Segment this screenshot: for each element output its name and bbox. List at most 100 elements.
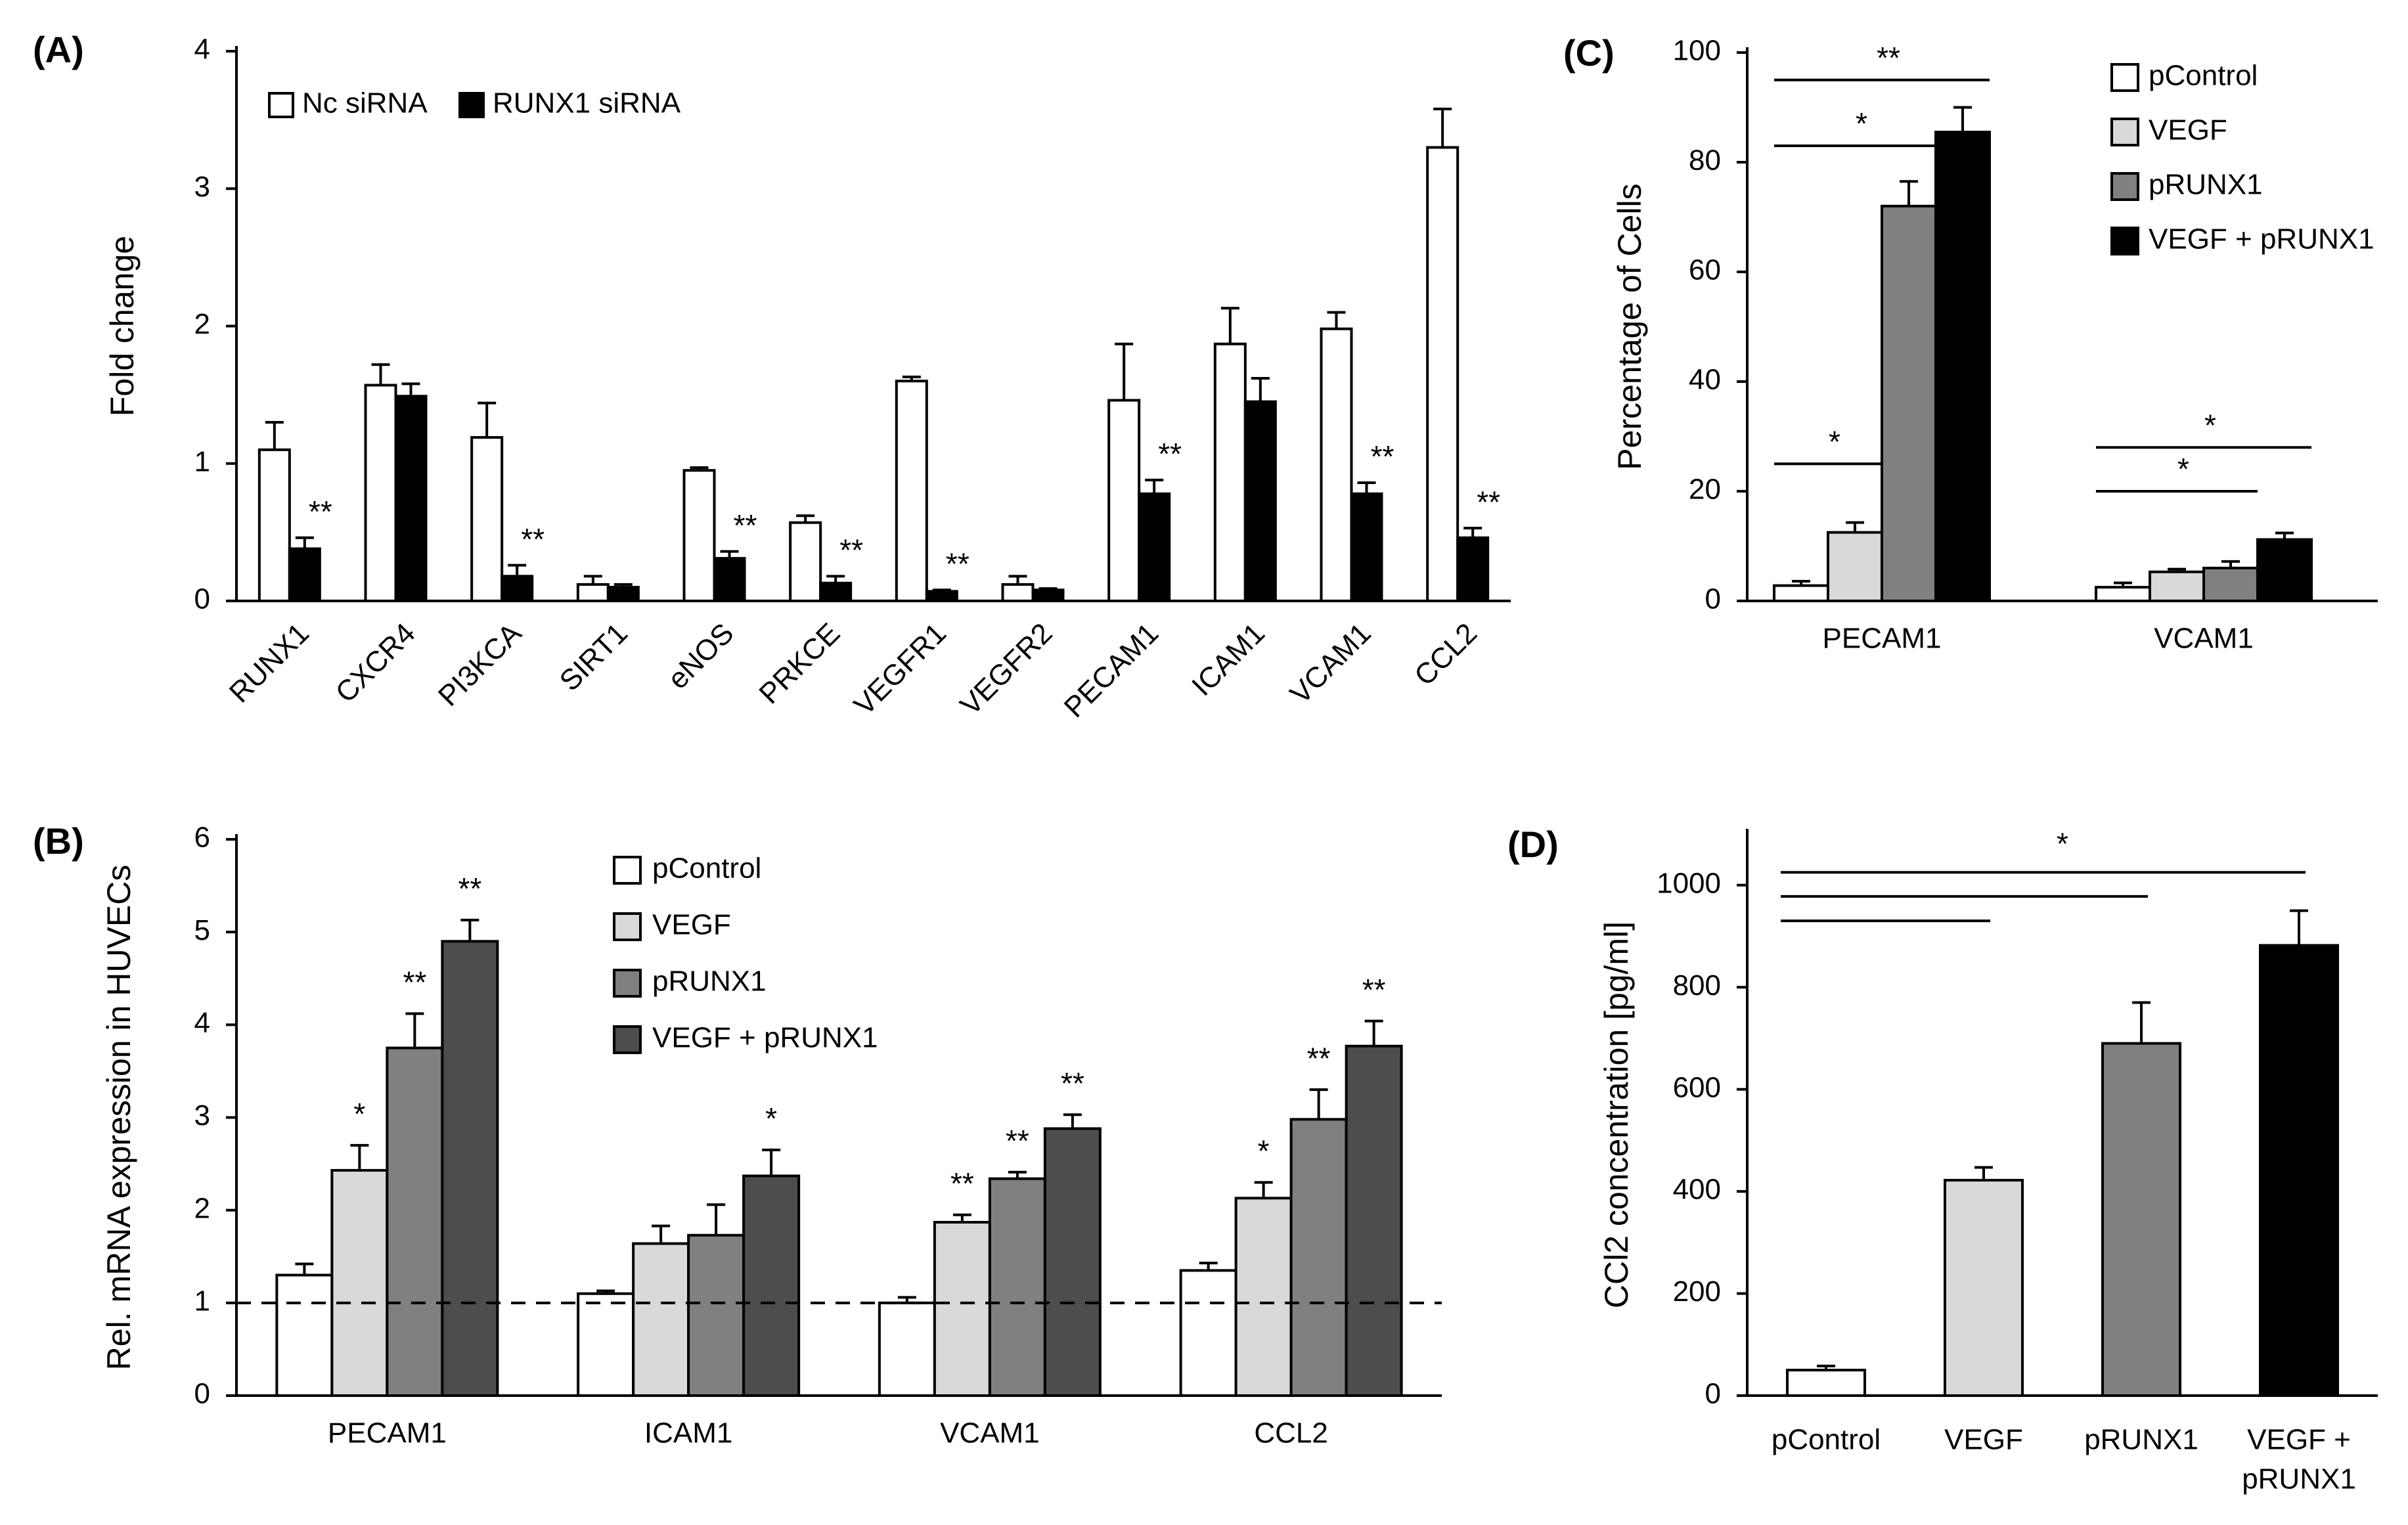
legend-label: VEGF bbox=[2149, 114, 2227, 146]
y-tick-label: 100 bbox=[1673, 35, 1721, 67]
legend-swatch bbox=[613, 912, 642, 941]
bar-runx1-sirna bbox=[1456, 536, 1490, 602]
y-tick-label: 3 bbox=[194, 171, 210, 203]
significance-marker: ** bbox=[1006, 1124, 1029, 1158]
y-tick-label: 3 bbox=[194, 1099, 210, 1132]
bar-series-2 bbox=[1289, 1118, 1348, 1398]
category-label: CXCR4 bbox=[330, 617, 422, 709]
bar-series-3 bbox=[441, 940, 499, 1397]
y-tick-label: 1 bbox=[194, 1285, 210, 1317]
category-label: VEGF + bbox=[2247, 1424, 2351, 1456]
panel-label: (B) bbox=[33, 820, 84, 862]
panel-label: (D) bbox=[1507, 824, 1559, 865]
significance-marker: ** bbox=[521, 522, 545, 556]
bar-nc-sirna bbox=[257, 448, 291, 603]
category-label: PRKCE bbox=[753, 617, 846, 710]
panel-label: (A) bbox=[33, 29, 84, 70]
significance-marker: * bbox=[353, 1097, 365, 1131]
legend-swatch bbox=[613, 969, 642, 998]
category-label: CCL2 bbox=[1408, 617, 1483, 692]
significance-marker: ** bbox=[403, 965, 426, 1000]
bar-nc-sirna bbox=[1320, 327, 1353, 602]
bar-nc-sirna bbox=[576, 583, 610, 603]
bar-runx1-sirna bbox=[394, 395, 428, 603]
significance-marker: ** bbox=[309, 495, 332, 529]
bar-series-3 bbox=[2256, 538, 2313, 602]
significance-marker: ** bbox=[458, 872, 481, 906]
significance-marker: ** bbox=[950, 1166, 974, 1201]
category-label: pRUNX1 bbox=[2242, 1463, 2356, 1495]
bar-nc-sirna bbox=[470, 435, 504, 602]
bar-runx1-sirna bbox=[925, 590, 958, 602]
bar-series-1 bbox=[933, 1221, 991, 1397]
y-tick-label: 400 bbox=[1673, 1174, 1721, 1206]
panel-label: (C) bbox=[1563, 32, 1615, 74]
y-tick-label: 5 bbox=[194, 914, 210, 946]
legend-label: pControl bbox=[2149, 60, 2258, 92]
panel-a: (A) 0 1 2 3 4 Fold change RUNX1 CXCR4 PI3KCA SIRT1… bbox=[33, 29, 1511, 724]
category-label: VEGFR2 bbox=[954, 617, 1059, 721]
y-tick-label: 4 bbox=[194, 1007, 210, 1039]
bar-series-1 bbox=[2149, 570, 2205, 602]
category-label: pControl bbox=[1772, 1424, 1881, 1456]
category-label: PI3KCA bbox=[432, 617, 528, 713]
bar-series-0 bbox=[1179, 1269, 1237, 1398]
bar-series-2 bbox=[687, 1233, 746, 1397]
bar-series-0 bbox=[2095, 586, 2151, 602]
y-tick-label: 20 bbox=[1689, 474, 1721, 506]
y-tick-label: 0 bbox=[194, 583, 210, 615]
bar-series-0 bbox=[577, 1292, 635, 1398]
bar-series-3 bbox=[1043, 1127, 1102, 1397]
bar-runx1-sirna bbox=[1350, 492, 1383, 602]
legend-swatch bbox=[2110, 63, 2139, 92]
bar-series-1 bbox=[1234, 1197, 1293, 1397]
category-label: VEGFR1 bbox=[848, 617, 952, 721]
significance-marker: * bbox=[2057, 826, 2068, 860]
legend-swatch bbox=[613, 1025, 642, 1054]
bar-runx1-sirna bbox=[819, 581, 853, 602]
bar-runx1-sirna bbox=[1243, 400, 1277, 603]
y-tick-label: 40 bbox=[1689, 364, 1721, 396]
bar-series-2 bbox=[988, 1177, 1046, 1398]
significance-marker: * bbox=[765, 1101, 777, 1136]
category-label: CCL2 bbox=[1254, 1417, 1328, 1449]
y-tick-label: 1000 bbox=[1657, 867, 1721, 899]
bar-series-1 bbox=[330, 1168, 389, 1397]
bar-nc-sirna bbox=[1426, 146, 1460, 603]
bar-nc-sirna bbox=[1001, 583, 1035, 603]
legend-label: pControl bbox=[652, 852, 761, 885]
legend-label: VEGF + pRUNX1 bbox=[652, 1022, 878, 1054]
bar-nc-sirna bbox=[789, 521, 822, 602]
bar-series-0 bbox=[1773, 584, 1829, 602]
category-label: VCAM1 bbox=[940, 1417, 1040, 1449]
panel-d: (D) 0 200 400 600 800 1000 CCl2 concentration [… bbox=[1507, 824, 2378, 1495]
category-label: pRUNX1 bbox=[2084, 1424, 2198, 1456]
y-axis-label: Rel. mRNA expression in HUVECs bbox=[100, 865, 137, 1371]
category-label: PECAM1 bbox=[1823, 623, 1942, 655]
bar-3 bbox=[2259, 944, 2339, 1397]
legend-label: RUNX1 siRNA bbox=[493, 87, 681, 120]
legend-swatch bbox=[2110, 172, 2139, 201]
bar-series-0 bbox=[878, 1301, 936, 1398]
category-label: PECAM1 bbox=[1058, 617, 1165, 724]
y-axis-label: Fold change bbox=[104, 236, 141, 416]
panel-c: (C) 0 20 40 60 80 100 Percentage of Cells PECAM1… bbox=[1563, 32, 2378, 655]
y-tick-label: 0 bbox=[1705, 1378, 1721, 1410]
bar-series-1 bbox=[1827, 531, 1883, 602]
bar-nc-sirna bbox=[895, 380, 928, 602]
bar-series-0 bbox=[275, 1273, 334, 1397]
bar-series-2 bbox=[1881, 204, 1937, 602]
significance-marker: ** bbox=[734, 508, 757, 542]
category-label: RUNX1 bbox=[223, 617, 315, 709]
category-label: ICAM1 bbox=[1186, 617, 1271, 702]
y-tick-label: 800 bbox=[1673, 969, 1721, 1002]
significance-marker: * bbox=[2177, 452, 2189, 486]
y-tick-label: 60 bbox=[1689, 254, 1721, 286]
bar-runx1-sirna bbox=[501, 575, 534, 603]
y-tick-label: 2 bbox=[194, 1192, 210, 1224]
legend-swatch bbox=[2110, 118, 2139, 146]
category-label: VEGF bbox=[1944, 1424, 2023, 1456]
bar-1 bbox=[1944, 1178, 2024, 1398]
significance-marker: ** bbox=[1307, 1041, 1331, 1075]
